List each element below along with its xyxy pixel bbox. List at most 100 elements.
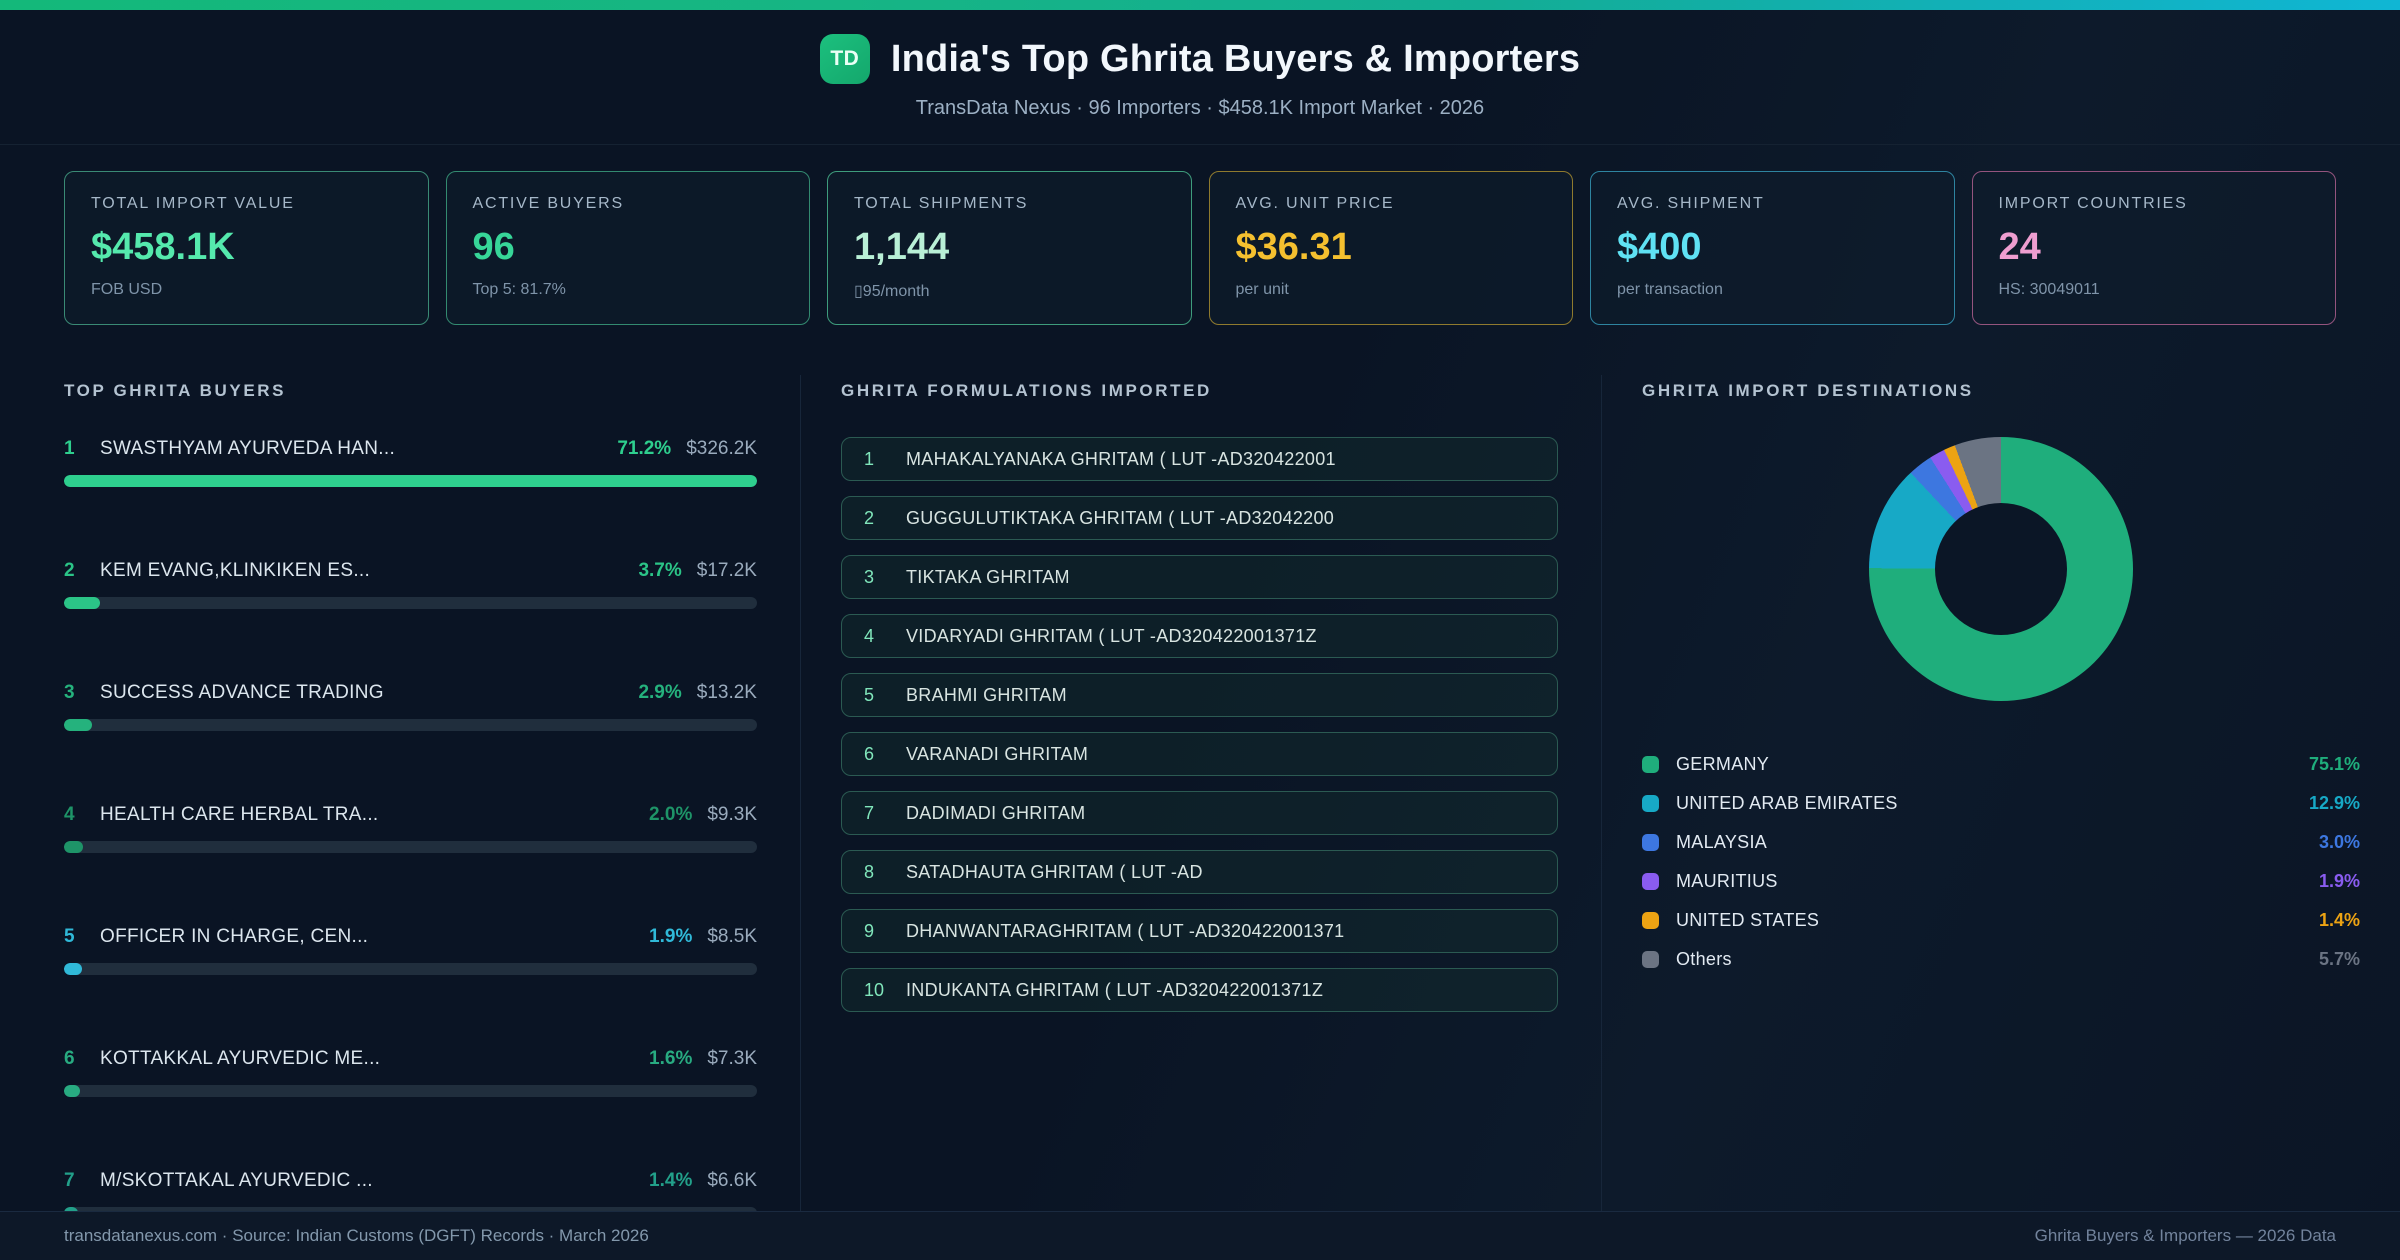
stat-label: AVG. SHIPMENT <box>1617 195 1765 212</box>
legend-swatch-icon <box>1642 873 1659 890</box>
legend-item[interactable]: UNITED ARAB EMIRATES 12.9% <box>1642 784 2360 823</box>
stat-sub: HS: 30049011 <box>1998 281 2100 298</box>
buyer-row[interactable]: 4 HEALTH CARE HERBAL TRA... 2.0% $9.3K <box>64 803 757 853</box>
stat-card: ACTIVE BUYERS 96 Top 5: 81.7% <box>445 171 810 325</box>
buyer-head: 3 SUCCESS ADVANCE TRADING 2.9% $13.2K <box>64 681 757 705</box>
donut-chart[interactable] <box>1869 437 2133 701</box>
stat-value: 1,144 <box>854 226 950 268</box>
stat-card: AVG. UNIT PRICE $36.31 per unit <box>1208 171 1573 325</box>
buyer-name: SWASTHYAM AYURVEDA HAN... <box>100 438 396 459</box>
buyer-name: OFFICER IN CHARGE, CEN... <box>100 926 369 947</box>
legend-item[interactable]: UNITED STATES 1.4% <box>1642 901 2360 940</box>
header: TD India's Top Ghrita Buyers & Importers… <box>0 10 2400 145</box>
buyer-rank: 7 <box>64 1170 75 1191</box>
buyer-bar-fill <box>64 719 93 731</box>
buyer-bar-track <box>64 1085 757 1097</box>
stat-card: IMPORT COUNTRIES 24 HS: 30049011 <box>1971 171 2336 325</box>
formulation-rank: 9 <box>864 920 875 941</box>
buyer-bar-track <box>64 597 757 609</box>
buyer-head: 4 HEALTH CARE HERBAL TRA... 2.0% $9.3K <box>64 803 757 827</box>
legend-country-label: GERMANY <box>1676 754 1770 774</box>
brand-logo-icon: TD <box>819 34 870 84</box>
destinations-column: GHRITA IMPORT DESTINATIONS GERMANY 75.1%… <box>1642 375 2360 1211</box>
buyer-rank: 6 <box>64 1048 75 1069</box>
legend-item[interactable]: MALAYSIA 3.0% <box>1642 823 2360 862</box>
formulation-item[interactable]: 7 DADIMADI GHRITAM <box>841 791 1558 835</box>
footer: transdatanexus.com · Source: Indian Cust… <box>0 1211 2400 1260</box>
buyer-name: M/SKOTTAKAL AYURVEDIC ... <box>100 1170 373 1191</box>
formulation-name: VIDARYADI GHRITAM ( LUT -AD320422001371Z <box>906 625 1317 646</box>
buyer-row[interactable]: 2 KEM EVANG,KLINKIKEN ES... 3.7% $17.2K <box>64 559 757 609</box>
buyer-row[interactable]: 3 SUCCESS ADVANCE TRADING 2.9% $13.2K <box>64 681 757 731</box>
stat-sub: FOB USD <box>91 281 163 298</box>
buyer-value: $17.2K <box>696 560 757 581</box>
formulation-name: DHANWANTARAGHRITAM ( LUT -AD320422001371 <box>906 920 1345 941</box>
buyer-rank: 3 <box>64 682 75 703</box>
buyer-share-pct: 2.9% <box>638 682 682 703</box>
buyer-rank: 5 <box>64 926 75 947</box>
legend-swatch-icon <box>1642 912 1659 929</box>
formulation-name: GUGGULUTIKTAKA GHRITAM ( LUT -AD32042200 <box>906 507 1335 528</box>
legend-item[interactable]: MAURITIUS 1.9% <box>1642 862 2360 901</box>
column-divider <box>1601 375 1602 1211</box>
buyer-bar-track <box>64 963 757 975</box>
formulation-rank: 6 <box>864 743 875 764</box>
buyer-name: SUCCESS ADVANCE TRADING <box>100 682 384 703</box>
buyer-row[interactable]: 1 SWASTHYAM AYURVEDA HAN... 71.2% $326.2… <box>64 437 757 487</box>
buyer-share-pct: 2.0% <box>649 804 693 825</box>
buyer-bar-fill <box>64 841 84 853</box>
stat-card: TOTAL IMPORT VALUE $458.1K FOB USD <box>64 171 429 325</box>
legend-item[interactable]: Others 5.7% <box>1642 940 2360 979</box>
buyer-value: $8.5K <box>707 926 757 947</box>
legend-share-pct: 75.1% <box>2308 754 2360 774</box>
buyer-head: 6 KOTTAKKAL AYURVEDIC ME... 1.6% $7.3K <box>64 1047 757 1071</box>
formulation-item[interactable]: 6 VARANADI GHRITAM <box>841 732 1558 776</box>
stat-card: TOTAL SHIPMENTS 1,144 ▯95/month <box>827 171 1192 325</box>
formulation-name: DADIMADI GHRITAM <box>906 802 1086 823</box>
stat-sub: ▯95/month <box>854 283 930 300</box>
buyer-row[interactable]: 6 KOTTAKKAL AYURVEDIC ME... 1.6% $7.3K <box>64 1047 757 1097</box>
formulation-item[interactable]: 8 SATADHAUTA GHRITAM ( LUT -AD <box>841 850 1558 894</box>
legend-country-label: UNITED ARAB EMIRATES <box>1676 793 1898 813</box>
legend-country-label: MALAYSIA <box>1676 832 1768 852</box>
buyer-head: 5 OFFICER IN CHARGE, CEN... 1.9% $8.5K <box>64 925 757 949</box>
stat-label: TOTAL SHIPMENTS <box>854 195 1029 212</box>
formulation-item[interactable]: 10 INDUKANTA GHRITAM ( LUT -AD3204220013… <box>841 968 1558 1012</box>
legend-country-label: Others <box>1676 949 1732 969</box>
brand-row: TD India's Top Ghrita Buyers & Importers <box>0 34 2400 84</box>
formulation-item[interactable]: 1 MAHAKALYANAKA GHRITAM ( LUT -AD3204220… <box>841 437 1558 481</box>
buyer-value: $13.2K <box>696 682 757 703</box>
legend-swatch-icon <box>1642 834 1659 851</box>
buyer-bar-fill <box>64 963 83 975</box>
formulations-column: GHRITA FORMULATIONS IMPORTED 1 MAHAKALYA… <box>841 375 1558 1211</box>
legend-share-pct: 12.9% <box>2308 793 2360 813</box>
formulation-item[interactable]: 2 GUGGULUTIKTAKA GHRITAM ( LUT -AD320422… <box>841 496 1558 540</box>
formulation-item[interactable]: 9 DHANWANTARAGHRITAM ( LUT -AD3204220013… <box>841 909 1558 953</box>
formulation-rank: 5 <box>864 684 875 705</box>
formulation-item[interactable]: 5 BRAHMI GHRITAM <box>841 673 1558 717</box>
formulation-item[interactable]: 4 VIDARYADI GHRITAM ( LUT -AD32042200137… <box>841 614 1558 658</box>
buyer-share-pct: 1.9% <box>649 926 693 947</box>
formulation-name: SATADHAUTA GHRITAM ( LUT -AD <box>906 861 1203 882</box>
buyer-bar-fill <box>64 475 757 487</box>
buyer-name: KOTTAKKAL AYURVEDIC ME... <box>100 1048 381 1069</box>
stat-value: $36.31 <box>1235 226 1352 268</box>
buyer-bar-fill <box>64 597 100 609</box>
buyer-head: 1 SWASTHYAM AYURVEDA HAN... 71.2% $326.2… <box>64 437 757 461</box>
formulation-item[interactable]: 3 TIKTAKA GHRITAM <box>841 555 1558 599</box>
chart-legend: GERMANY 75.1% UNITED ARAB EMIRATES 12.9%… <box>1642 745 2360 979</box>
stat-label: IMPORT COUNTRIES <box>1998 195 2188 212</box>
legend-share-pct: 3.0% <box>2318 832 2360 852</box>
formulation-rank: 2 <box>864 507 875 528</box>
buyer-share-pct: 1.6% <box>649 1048 693 1069</box>
legend-item[interactable]: GERMANY 75.1% <box>1642 745 2360 784</box>
buyer-row[interactable]: 5 OFFICER IN CHARGE, CEN... 1.9% $8.5K <box>64 925 757 975</box>
stat-value: 96 <box>472 226 515 268</box>
formulation-name: TIKTAKA GHRITAM <box>906 566 1070 587</box>
page-title: India's Top Ghrita Buyers & Importers <box>890 37 1581 80</box>
destinations-section-title: GHRITA IMPORT DESTINATIONS <box>1642 381 1974 400</box>
footer-report-label: Ghrita Buyers & Importers — 2026 Data <box>2034 1226 2336 1245</box>
stat-label: TOTAL IMPORT VALUE <box>91 195 295 212</box>
buyers-list: 1 SWASTHYAM AYURVEDA HAN... 71.2% $326.2… <box>64 437 757 1219</box>
